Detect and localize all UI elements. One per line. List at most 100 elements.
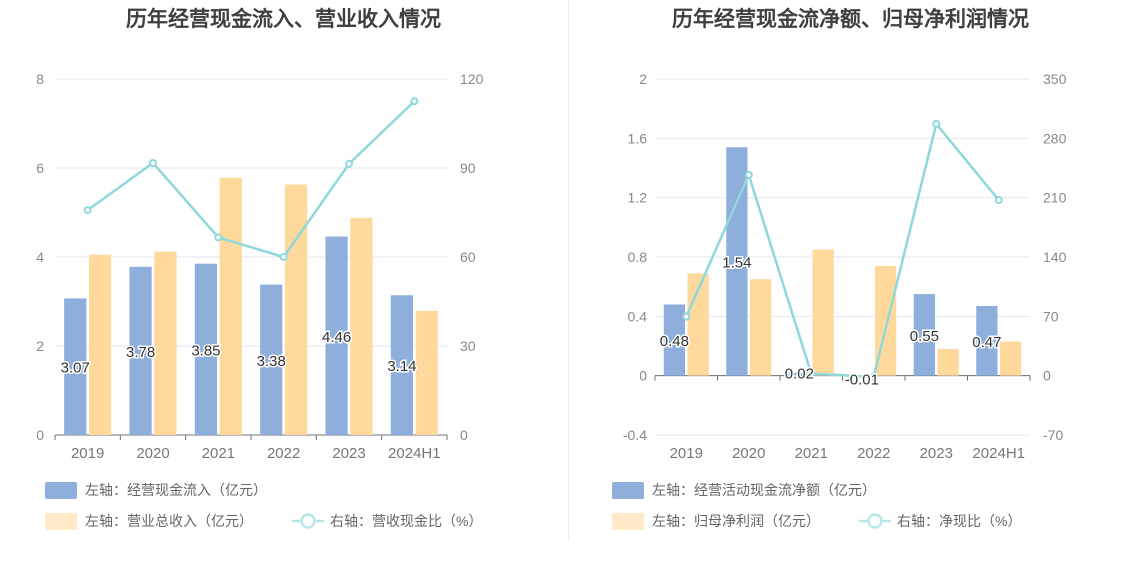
left-axis-tick-label: 0 [36,427,44,443]
ratio-point-2019 [682,312,691,321]
chart-title: 历年经营现金流净额、归母净利润情况 [672,8,1029,31]
chart-plot: 0 0 2 30 4 60 6 90 8 120 2019 2020 2021 2022 2023 2024H… [36,71,484,462]
right-axis-tick-label: 210 [1043,190,1067,206]
right-axis-tick-label: 0 [460,427,468,443]
bar-data-label: 0.48 [660,333,689,350]
bar-data-label: 0.55 [910,328,939,345]
ratio-point-2021 [214,233,223,242]
bar-secondary-2024H1 [415,310,438,435]
chart-title: 历年经营现金流入、营业收入情况 [126,8,441,31]
legend-item[interactable]: 右轴：净现比（%） [859,509,1021,533]
legend-item[interactable]: 左轴：经营现金流入（亿元） [45,478,267,502]
bar-data-label: 0.47 [972,334,1001,351]
bar-secondary-2023 [350,217,373,435]
right-axis-tick-label: 140 [1043,249,1067,265]
bar-data-label: 3.78 [126,344,155,361]
left-axis-tick-label: 1.6 [628,130,648,146]
x-axis-category-label: 2021 [202,445,235,462]
ratio-point-2023 [932,119,941,128]
bar-secondary-2024H1 [1000,341,1022,376]
x-axis-category-label: 2020 [136,445,169,462]
bar-primary-2024H1 [390,295,414,435]
legend-item[interactable]: 左轴：归母净利润（亿元） [612,509,820,533]
right-axis-tick-label: 90 [460,160,476,176]
x-axis-category-label: 2023 [332,445,365,462]
right-axis-tick-label: 280 [1043,130,1067,146]
bar-primary-2024H1 [976,305,998,376]
ratio-point-2022 [279,253,288,261]
right-axis-tick-label: 0 [1043,368,1051,384]
bar-primary-2023 [913,294,935,376]
bar-secondary-2020 [750,279,772,376]
bar-data-label: 3.38 [257,353,286,370]
left-axis-tick-label: 0.4 [628,308,648,324]
bar-secondary-2021 [219,177,242,436]
bar-primary-2023 [325,236,348,435]
ratio-point-2023 [345,159,353,168]
bar-primary-2021 [788,372,810,376]
bar-data-label: 0.02 [785,366,814,383]
ratio-point-2021 [807,369,816,378]
x-axis-category-label: 2024H1 [972,445,1025,462]
x-axis-category-label: 2023 [920,445,953,462]
ratio-point-2020 [744,170,753,179]
legend-item[interactable]: 左轴：经营活动现金流净额（亿元） [612,478,876,502]
bar-secondary-2023 [937,348,959,376]
legend-item[interactable]: 右轴：营收现金比（%） [292,509,482,533]
left-axis-tick-label: 1.2 [628,190,648,206]
legend-swatch [45,512,77,530]
bar-secondary-2022 [284,184,308,435]
ratio-line [86,100,416,259]
x-axis-category-label: 2019 [71,445,104,462]
ratio-line [685,122,1000,379]
chart-panel-cash-inflow-revenue: 历年经营现金流入、营业收入情况 0 0 2 30 4 60 6 90 8 120 2019 2020 2… [36,8,484,533]
legend-label: 左轴：归母净利润（亿元） [652,513,820,529]
ratio-point-2020 [149,158,157,167]
chart-legend: 左轴：经营活动现金流净额（亿元） 左轴：归母净利润（亿元） 右轴：净现比（%） [567,478,1134,530]
x-axis-category-label: 2022 [857,445,890,462]
ratio-point-2019 [83,206,92,215]
right-axis-tick-label: 350 [1043,71,1067,87]
x-axis-category-label: 2019 [670,445,703,462]
bar-data-label: -0.01 [845,372,879,389]
ratio-point-2024H1 [410,97,419,106]
x-axis-category-label: 2020 [732,445,765,462]
left-axis-tick-label: 2 [36,338,44,354]
bar-data-label: 3.07 [61,360,90,377]
bar-primary-2021 [194,263,218,435]
bar-primary-2020 [726,147,748,376]
legend-label: 左轴：经营活动现金流净额（亿元） [652,482,876,498]
chart-panel-net-cash-profit: 历年经营现金流净额、归母净利润情况 -0.4 -70 0 0 0.4 70 0.8 140 1.… [567,0,1134,582]
right-axis-tick-label: 30 [460,338,476,354]
right-axis-tick-label: 120 [460,71,484,87]
x-axis-category-label: 2022 [267,445,300,462]
x-axis-category-label: 2024H1 [388,445,441,462]
legend-line-marker-icon [859,513,891,529]
bar-data-label: 4.46 [322,329,351,346]
legend-item[interactable]: 左轴：营业总收入（亿元） [45,509,253,533]
right-axis-tick-label: -70 [1043,427,1063,443]
legend-label: 左轴：营业总收入（亿元） [85,513,253,529]
legend-swatch [612,481,644,499]
legend-line-marker-icon [292,513,324,529]
bar-primary-2022 [260,284,283,435]
legend-label: 左轴：经营现金流入（亿元） [85,482,267,498]
left-axis-tick-label: 8 [36,71,44,87]
legend-label: 右轴：净现比（%） [897,513,1022,529]
bar-data-label: 3.85 [191,342,220,359]
left-axis-tick-label: 0.8 [628,249,648,265]
left-axis-tick-label: 4 [36,249,44,265]
panel-divider [568,0,569,541]
right-axis-tick-label: 60 [460,249,476,265]
bar-data-label: 1.54 [722,254,751,271]
legend-swatch [612,512,644,530]
bar-primary-2019 [64,298,87,435]
bar-primary-2019 [663,304,685,376]
x-axis-category-label: 2021 [795,445,828,462]
left-axis-tick-label: 0 [639,368,647,384]
bar-secondary-2019 [88,254,112,435]
left-axis-tick-label: -0.4 [623,427,647,443]
left-axis-tick-label: 2 [639,71,647,87]
bar-secondary-2021 [812,249,834,376]
